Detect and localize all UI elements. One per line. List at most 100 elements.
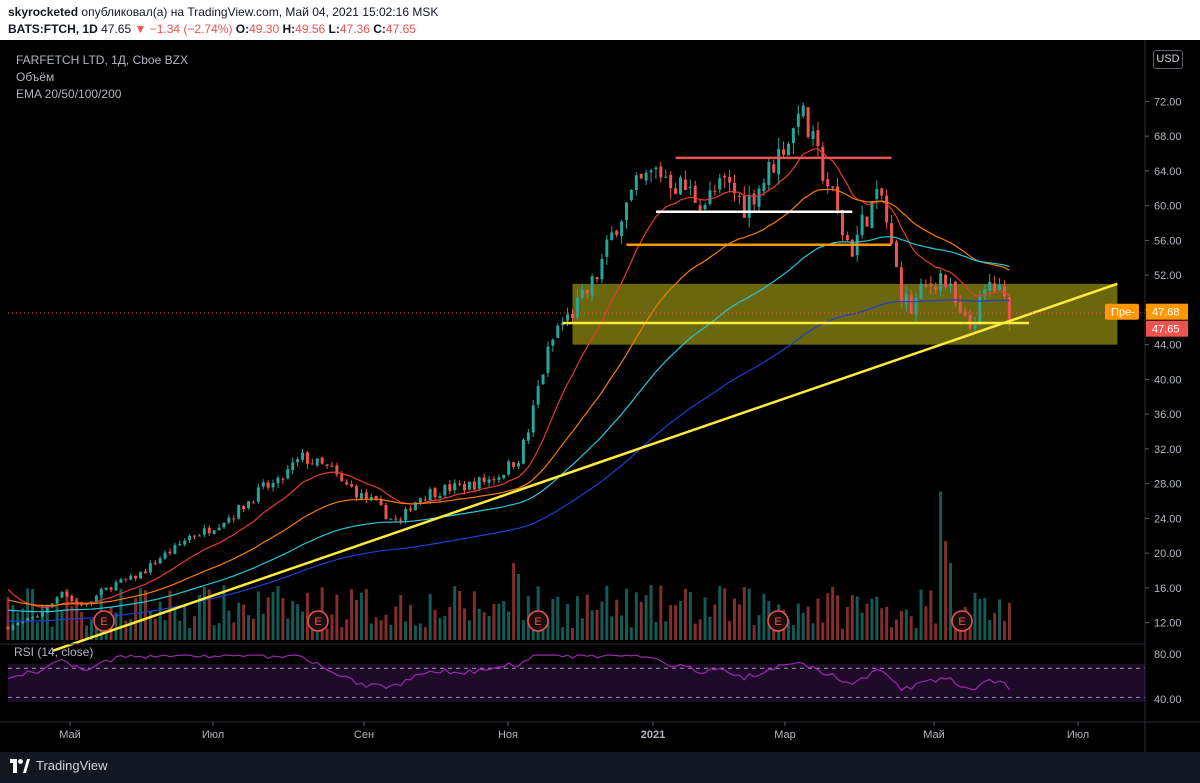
close-value: 47.65 [385, 22, 416, 36]
volume-bar [654, 621, 658, 640]
volume-bar [556, 596, 560, 640]
volume-bar [251, 618, 255, 640]
candle-body [944, 274, 948, 288]
volume-legend[interactable]: Объём [16, 70, 55, 84]
candle-body [301, 452, 305, 460]
volume-bar [836, 595, 840, 640]
candle-body [777, 148, 781, 175]
volume-bar [811, 623, 815, 640]
volume-bar [752, 625, 756, 640]
candle-body [178, 543, 182, 545]
volume-bar [639, 601, 643, 640]
ema-line [7, 188, 1010, 607]
volume-bar [517, 574, 520, 640]
candle-body [605, 239, 609, 257]
candle-body [762, 182, 766, 192]
candle-body [247, 501, 251, 508]
candle-body [909, 295, 913, 314]
volume-bar [590, 610, 594, 640]
candle-body [404, 509, 408, 521]
candle-body [330, 465, 334, 467]
candle-body [747, 194, 751, 218]
volume-bar [644, 595, 648, 640]
volume-bar [232, 622, 236, 640]
volume-bar [291, 601, 295, 640]
volume-bar [31, 589, 35, 640]
candle-body [845, 235, 849, 241]
candle-body [929, 283, 933, 286]
candle-body [757, 188, 761, 207]
volume-bar [649, 585, 653, 640]
volume-bar [664, 621, 668, 640]
volume-bar [374, 617, 378, 640]
volume-bar [600, 601, 604, 640]
candle-body [296, 459, 300, 463]
candle-body [477, 477, 481, 489]
candle-body [796, 113, 800, 127]
author-name[interactable]: skyrocketed [8, 5, 79, 19]
rsi-tick-label: 40.00 [1154, 694, 1182, 706]
volume-bar [487, 615, 491, 640]
volume-bar [477, 608, 481, 640]
candle-body [359, 493, 363, 499]
candle-body [742, 195, 746, 218]
volume-bar [914, 628, 918, 640]
ema-legend[interactable]: EMA 20/50/100/200 [16, 87, 122, 101]
volume-bar [973, 592, 977, 640]
candle-body [948, 283, 952, 287]
candle-body [50, 603, 54, 607]
candle-body [6, 626, 10, 630]
candle-body [232, 518, 236, 520]
candle-body [826, 179, 830, 187]
volume-bar [222, 585, 226, 640]
time-tick-label: Май [59, 729, 81, 741]
candle-body [139, 571, 143, 579]
candle-body [850, 239, 854, 257]
candle-body [571, 313, 574, 318]
volume-bar [939, 491, 943, 640]
candle-body [821, 146, 825, 181]
volume-bar [423, 627, 427, 640]
footer-bar: TradingView [0, 752, 1200, 783]
volume-bar [399, 595, 403, 640]
volume-bar [733, 598, 736, 640]
currency-button[interactable]: USD [1153, 50, 1183, 69]
premarket-price-bg [1146, 303, 1188, 320]
volume-bar [296, 604, 300, 640]
volume-bar [384, 614, 388, 640]
volume-bar [571, 628, 574, 640]
candle-body [993, 283, 997, 291]
volume-bar [885, 606, 889, 640]
volume-bar [281, 597, 285, 640]
tradingview-logo[interactable]: TradingView [10, 758, 108, 773]
candle-body [688, 186, 692, 188]
candle-body [531, 405, 535, 433]
volume-bar [266, 597, 270, 640]
support-zone [572, 283, 1118, 345]
volume-bar [379, 620, 383, 640]
candle-body [595, 277, 599, 280]
volume-bar [502, 601, 506, 640]
rsi-legend[interactable]: RSI (14, close) [14, 645, 94, 659]
price-chart-svg[interactable]: 72.0068.0064.0060.0056.0052.0048.0044.00… [0, 40, 1200, 752]
volume-bar [934, 623, 938, 640]
earnings-marker [93, 610, 115, 632]
candle-body [114, 582, 118, 591]
candle-body [119, 579, 123, 583]
candle-body [379, 499, 383, 505]
candle-body [998, 284, 1002, 291]
instrument-title[interactable]: FARFETCH LTD, 1Д, Cboe BZX [16, 53, 188, 67]
volume-bar [178, 620, 182, 640]
candle-body [325, 464, 329, 466]
candle-body [188, 535, 192, 541]
chart-area[interactable]: 72.0068.0064.0060.0056.0052.0048.0044.00… [0, 40, 1200, 752]
price-tick-label: 12.00 [1154, 618, 1182, 630]
volume-bar [305, 592, 309, 640]
candle-body [472, 481, 476, 490]
price-tick-label: 60.00 [1154, 201, 1182, 213]
volume-bar [762, 593, 766, 640]
candle-body [536, 385, 540, 405]
candle-body [659, 166, 663, 178]
volume-bar [585, 594, 589, 640]
volume-bar [369, 623, 373, 640]
